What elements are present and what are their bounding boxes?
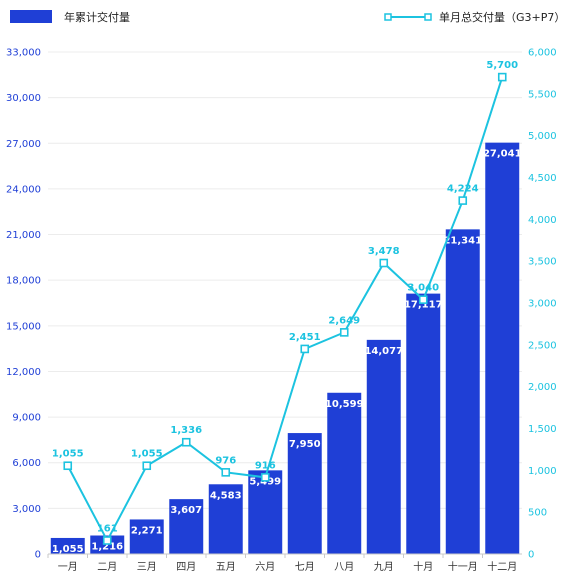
line-point — [418, 295, 428, 304]
line-point — [221, 468, 231, 477]
line-point — [458, 196, 468, 205]
y-right-tick-label: 4,000 — [528, 215, 557, 226]
bar — [129, 519, 164, 554]
bar-value-label: 14,077 — [364, 346, 403, 357]
bar — [406, 293, 441, 554]
y-right-tick-label: 2,500 — [528, 340, 557, 351]
line-point — [142, 461, 152, 471]
y-right-tick-label: 0 — [528, 550, 534, 561]
line-point — [300, 344, 310, 354]
line-point — [497, 72, 507, 82]
bar-value-label: 27,041 — [483, 149, 522, 160]
y-left-tick-label: 21,000 — [6, 230, 41, 241]
y-right-tick-label: 1,000 — [528, 466, 557, 477]
x-tick-label: 八月 — [334, 561, 354, 573]
y-right-tick-label: 3,000 — [528, 299, 557, 310]
line-value-label: 4,224 — [447, 184, 479, 195]
x-tick-label: 三月 — [137, 561, 157, 573]
bar-value-label: 10,599 — [325, 399, 364, 410]
x-tick-label: 七月 — [295, 561, 315, 573]
x-tick-label: 二月 — [97, 561, 117, 573]
y-right-tick-label: 5,500 — [528, 89, 557, 100]
bar-value-label: 1,216 — [91, 542, 123, 553]
line-value-label: 916 — [255, 460, 276, 471]
line-point — [181, 437, 191, 447]
bar — [485, 142, 520, 554]
y-left-tick-label: 30,000 — [6, 93, 41, 104]
y-left-tick-label: 12,000 — [6, 367, 41, 378]
x-tick-label: 十月 — [413, 560, 433, 573]
line-value-label: 3,040 — [407, 283, 439, 294]
bar — [50, 537, 85, 554]
legend-line-marker-right — [424, 13, 432, 21]
y-left-tick-label: 33,000 — [6, 48, 41, 59]
y-left-tick-label: 15,000 — [6, 321, 41, 332]
bar-value-label: 7,950 — [289, 439, 321, 450]
bar-value-label: 5,499 — [249, 476, 281, 487]
bar-value-label: 4,583 — [210, 490, 242, 501]
y-left-tick-label: 6,000 — [12, 458, 41, 469]
legend-bar-swatch — [10, 10, 52, 23]
y-left-tick-label: 24,000 — [6, 184, 41, 195]
y-right-tick-label: 6,000 — [528, 48, 557, 59]
y-left-tick-label: 27,000 — [6, 139, 41, 150]
x-tick-label: 五月 — [216, 561, 236, 573]
line-point — [379, 258, 389, 268]
line-path — [66, 76, 504, 543]
legend-line-marker-left — [384, 13, 392, 21]
y-right-tick-label: 3,500 — [528, 257, 557, 268]
x-tick-label: 九月 — [374, 561, 394, 573]
x-tick-label: 十二月 — [487, 560, 517, 573]
line-value-label: 5,700 — [486, 60, 518, 71]
line-point — [63, 461, 73, 471]
y-left-tick-label: 0 — [35, 550, 41, 561]
x-tick-label: 四月 — [176, 561, 196, 573]
line-value-label: 976 — [215, 455, 236, 466]
bar — [169, 499, 204, 554]
y-right-tick-label: 500 — [528, 508, 547, 519]
axes: 0 3,000 6,000 9,000 12,000 15,000 18,000 21,000… — [6, 48, 557, 574]
line-point — [102, 536, 112, 545]
legend-line-label: 单月总交付量（G3+P7） — [439, 10, 565, 24]
bar-value-label: 3,607 — [170, 505, 202, 516]
legend-bar-label: 年累计交付量 — [64, 10, 130, 24]
bar-value-label: 21,341 — [443, 235, 482, 246]
line-value-label: 2,451 — [289, 332, 321, 343]
line-series: 1,055 161 1,055 1,336 976 916 2,451 2,649 3,478 3… — [52, 60, 518, 545]
bar — [287, 433, 322, 554]
line-value-label: 1,055 — [131, 449, 163, 460]
bar — [248, 470, 283, 554]
y-left-tick-label: 9,000 — [12, 413, 41, 424]
line-value-label: 2,649 — [328, 315, 360, 326]
y-right-tick-label: 1,500 — [528, 424, 557, 435]
x-tick-label: 一月 — [58, 561, 78, 573]
line-value-label: 3,478 — [368, 246, 400, 257]
bar — [208, 484, 243, 554]
legend: 年累计交付量 单月总交付量（G3+P7） — [10, 10, 565, 24]
grid — [48, 51, 522, 509]
y-right-tick-label: 4,500 — [528, 173, 557, 184]
line-value-label: 1,336 — [170, 425, 202, 436]
bar — [445, 229, 480, 554]
y-right-tick-label: 5,000 — [528, 131, 557, 142]
x-tick-label: 十一月 — [448, 560, 478, 573]
bar-value-label: 17,117 — [404, 300, 443, 311]
y-left-tick-label: 18,000 — [6, 276, 41, 287]
y-left-tick-label: 3,000 — [12, 504, 41, 515]
bar — [327, 392, 362, 554]
line-value-label: 1,055 — [52, 449, 84, 460]
bar-series: 1,055 1,216 2,271 3,607 4,583 5,499 7,950 10,59… — [50, 142, 522, 555]
bar — [366, 339, 401, 554]
line-point — [260, 473, 270, 482]
line-point — [339, 328, 349, 337]
y-right-tick-label: 2,000 — [528, 382, 557, 393]
line-value-label: 161 — [97, 524, 118, 535]
x-tick-label: 六月 — [255, 561, 275, 573]
bar-value-label: 2,271 — [131, 525, 163, 536]
bar-value-label: 1,055 — [52, 544, 84, 555]
